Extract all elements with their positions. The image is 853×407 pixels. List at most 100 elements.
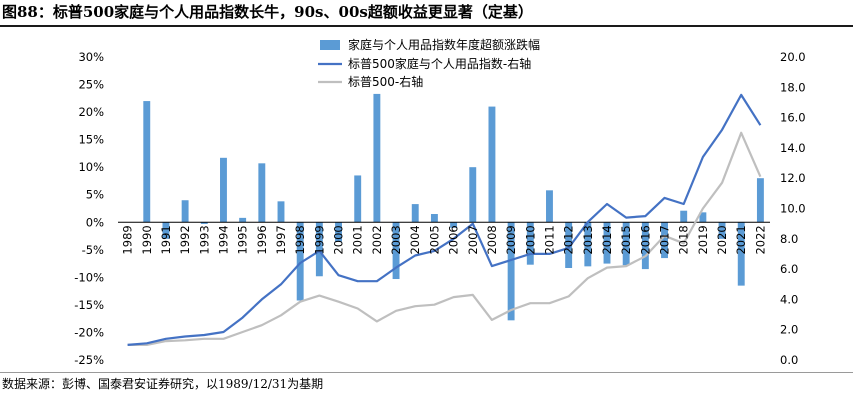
left-axis-tick-label: 10%	[78, 160, 104, 174]
x-axis-tick-label: 2003	[389, 225, 403, 254]
figure-title: 图88：标普500家庭与个人用品指数长牛，90s、00s超额收益更显著（定基）	[2, 3, 533, 21]
x-axis-tick-label: 1999	[312, 225, 326, 254]
x-axis-tick-label: 2015	[619, 225, 633, 254]
left-axis-tick-label: -20%	[74, 325, 104, 339]
x-axis-tick-label: 2020	[715, 225, 729, 254]
legend-label-bar: 家庭与个人用品指数年度超额涨跌幅	[348, 37, 540, 52]
x-axis-tick-label: 2022	[753, 225, 767, 254]
x-axis-tick-label: 2005	[427, 225, 441, 254]
x-axis-tick-label: 1991	[159, 225, 173, 254]
left-axis-tick-label: 25%	[78, 78, 104, 92]
x-axis-tick-label: 2011	[542, 225, 556, 254]
x-axis-tick-label: 2014	[600, 225, 614, 254]
bar-2022	[756, 178, 764, 223]
right-axis-tick-label: 18.0	[780, 80, 806, 94]
sp500-line	[127, 131, 762, 346]
bar-2014	[603, 222, 611, 264]
bar-1990	[143, 101, 151, 223]
bar-2010	[526, 222, 534, 265]
x-axis-tick-label: 1996	[255, 225, 269, 254]
bar-2004	[411, 204, 419, 223]
bar-1999	[315, 222, 323, 277]
bar-1994	[220, 157, 227, 223]
right-axis-tick-label: 0.0	[780, 353, 798, 367]
right-axis-tick-label: 12.0	[780, 171, 806, 185]
x-axis-tick-label: 2004	[408, 225, 422, 254]
bar-2003	[392, 222, 400, 280]
right-axis-tick-label: 4.0	[780, 292, 798, 306]
x-axis-labels: 1989 1990 1991 1992 1993 1994 1995 1996 1997 1998…	[121, 225, 768, 254]
bar-1998	[296, 222, 304, 301]
x-axis-tick-label: 2010	[523, 225, 537, 254]
bar-2009	[507, 222, 515, 321]
bar-2006	[450, 222, 458, 228]
bar-2015	[622, 222, 630, 266]
x-axis-tick-label: 1990	[140, 225, 154, 254]
right-axis: 0.0 2.0 4.0 6.0 8.0 10.0 12.0 14.0 16.0 18.0 20.0	[780, 50, 806, 367]
x-axis-tick-label: 1997	[274, 225, 288, 254]
line-series	[127, 93, 762, 346]
bar-2007	[469, 167, 477, 223]
x-axis-tick-label: 2001	[351, 225, 365, 254]
left-axis-tick-label: 20%	[78, 105, 104, 119]
left-axis-tick-label: -10%	[74, 270, 104, 284]
source-note: 数据来源：彭博、国泰君安证券研究，以1989/12/31为基期	[2, 377, 324, 391]
bar-2005	[430, 214, 438, 223]
bar-2016	[641, 222, 649, 270]
bar-2017	[661, 222, 668, 259]
x-axis-tick-label: 1994	[216, 225, 230, 254]
bar-1993	[200, 222, 208, 224]
legend-swatch-bar	[320, 40, 340, 50]
x-axis-tick-label: 1989	[121, 225, 135, 254]
bar-2002	[373, 93, 381, 223]
x-axis-tick-label: 2009	[504, 225, 518, 254]
left-axis: -25% -20% -15% -10% -5% 0% 5% 10% 15% 20% 25% 30%	[74, 50, 104, 367]
legend-label-index-line: 标普500家庭与个人用品指数-右轴	[348, 56, 531, 71]
bar-2012	[565, 222, 573, 268]
left-axis-tick-label: -5%	[82, 243, 104, 257]
title-divider	[0, 25, 853, 27]
right-axis-tick-label: 14.0	[780, 141, 806, 155]
x-axis-tick-label: 1998	[293, 225, 307, 254]
bar-1991	[162, 222, 170, 239]
left-axis-tick-label: 5%	[86, 188, 104, 202]
legend: 家庭与个人用品指数年度超额涨跌幅 标普500家庭与个人用品指数-右轴 标普500…	[318, 37, 540, 89]
x-axis-tick-label: 2013	[581, 225, 595, 254]
bar-1997	[277, 201, 285, 223]
x-axis-tick-label: 2002	[370, 225, 384, 254]
x-axis-tick-label: 2008	[485, 225, 499, 254]
right-axis-tick-label: 8.0	[780, 232, 798, 246]
x-axis-tick-label: 1992	[178, 225, 192, 254]
bar-1996	[258, 163, 266, 223]
x-axis-tick-label: 2000	[332, 225, 346, 254]
x-axis-tick-label: 2016	[638, 225, 652, 254]
bar-1995	[239, 217, 247, 223]
x-axis-tick-label: 2012	[562, 225, 576, 254]
x-axis-tick-label: 1995	[236, 225, 250, 254]
bar-2011	[546, 190, 553, 223]
footer-divider	[0, 372, 853, 373]
x-axis-tick-label: 1993	[197, 225, 211, 254]
right-axis-tick-label: 10.0	[780, 202, 806, 216]
right-axis-tick-label: 2.0	[780, 323, 798, 337]
x-axis-tick-label: 2006	[447, 225, 461, 254]
bar-2019	[699, 212, 707, 223]
legend-label-sp500-line: 标普500-右轴	[348, 74, 423, 89]
bar-2008	[488, 106, 496, 223]
bar-series	[143, 93, 764, 321]
left-axis-tick-label: -15%	[74, 298, 104, 312]
bar-2000	[335, 222, 342, 242]
right-axis-tick-label: 20.0	[780, 50, 806, 64]
x-axis-tick-label: 2017	[658, 225, 672, 254]
bar-1992	[181, 200, 189, 223]
left-axis-tick-label: 0%	[86, 215, 104, 229]
right-axis-tick-label: 6.0	[780, 262, 798, 276]
left-axis-tick-label: 30%	[78, 50, 104, 64]
bar-2013	[584, 222, 592, 267]
left-axis-tick-label: -25%	[74, 353, 104, 367]
household-products-index-line	[127, 93, 762, 346]
bar-2020	[718, 222, 726, 239]
left-axis-tick-label: 15%	[78, 133, 104, 147]
bar-2021	[737, 222, 745, 286]
x-axis-tick-label: 2018	[677, 225, 691, 254]
